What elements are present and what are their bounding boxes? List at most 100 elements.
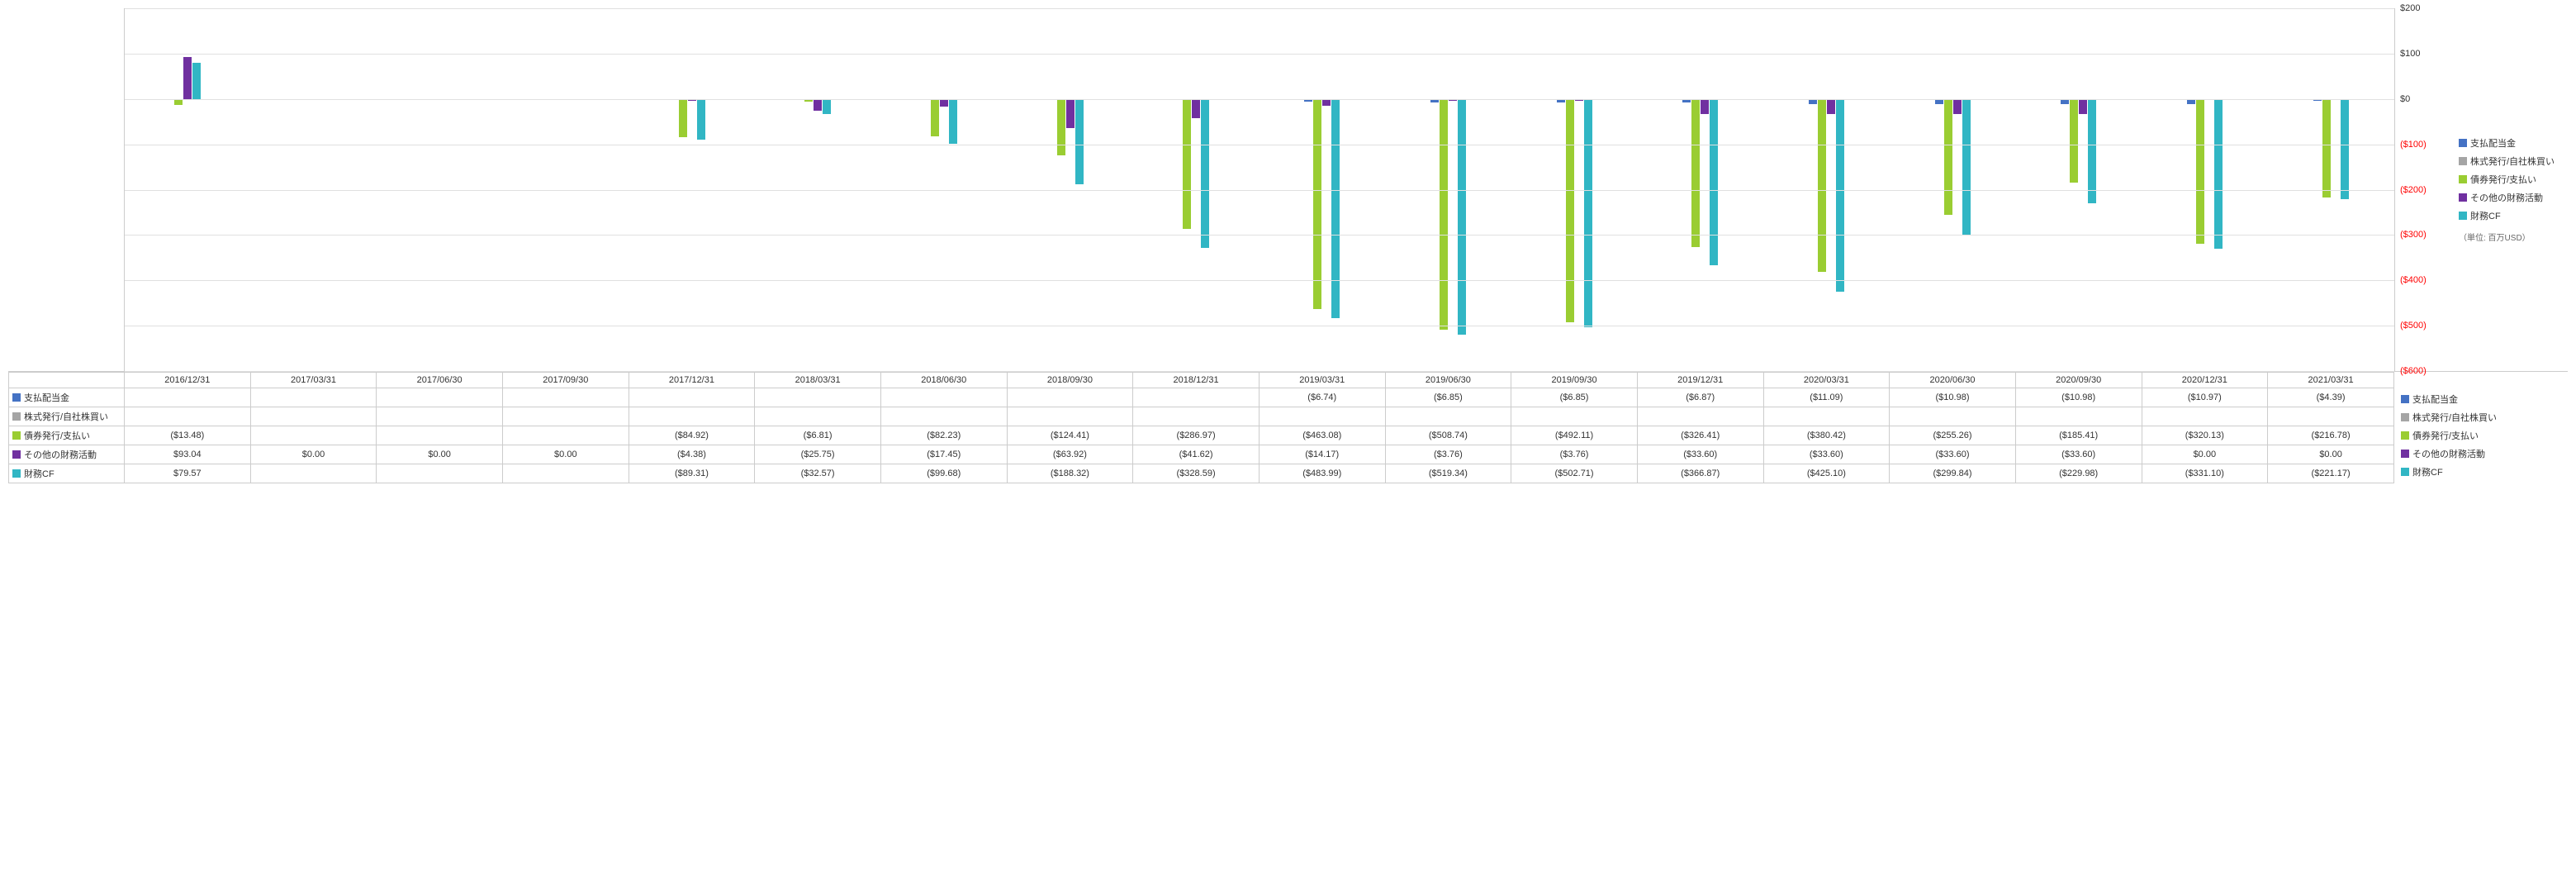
data-cell — [629, 407, 755, 426]
gridline — [125, 190, 2394, 191]
data-cell: ($502.71) — [1511, 464, 1638, 483]
data-cell — [1007, 388, 1133, 407]
data-cell: ($33.60) — [1763, 445, 1890, 464]
data-cell: ($6.85) — [1385, 388, 1511, 407]
y-tick-label: ($600) — [2400, 366, 2427, 376]
chart-container: $200$100$0($100)($200)($300)($400)($500)… — [8, 8, 2568, 483]
data-cell: ($89.31) — [629, 464, 755, 483]
data-cell: ($185.41) — [2015, 426, 2142, 445]
bar-other — [814, 99, 822, 111]
bar-debt — [1440, 99, 1448, 330]
row-swatch — [12, 431, 21, 440]
data-cell — [1007, 407, 1133, 426]
table-row: 債券発行/支払い($13.48)($84.92)($6.81)($82.23)(… — [9, 426, 2394, 445]
bar-zaimu — [1331, 99, 1340, 319]
data-cell: ($10.97) — [2142, 388, 2268, 407]
data-cell: ($13.48) — [125, 426, 251, 445]
legend-swatch — [2459, 193, 2467, 202]
row-label-cell: 財務CF — [9, 464, 125, 483]
bar-zaimu — [1584, 99, 1592, 327]
row-swatch — [12, 450, 21, 459]
data-cell — [1385, 407, 1511, 426]
data-cell — [1890, 407, 2016, 426]
legend-swatch — [2401, 395, 2409, 403]
period-header: 2020/09/30 — [2015, 373, 2142, 388]
legend-item: 財務CF — [2401, 463, 2568, 481]
legend-item: 株式発行/自社株買い — [2459, 155, 2568, 168]
bar-zaimu — [823, 99, 831, 114]
bar-zaimu — [192, 63, 201, 99]
row-swatch — [12, 393, 21, 402]
chart-left-spacer — [8, 8, 124, 371]
legend-swatch — [2459, 175, 2467, 183]
legend-item: 債券発行/支払い — [2459, 173, 2568, 186]
legend-swatch — [2459, 139, 2467, 147]
data-cell: ($124.41) — [1007, 426, 1133, 445]
bar-debt — [931, 99, 939, 136]
chart-area: $200$100$0($100)($200)($300)($400)($500)… — [8, 8, 2568, 372]
data-cell: ($82.23) — [880, 426, 1007, 445]
bar-other — [1192, 99, 1200, 118]
data-cell: ($366.87) — [1637, 464, 1763, 483]
period-header: 2021/03/31 — [2268, 373, 2394, 388]
period-header: 2018/06/30 — [880, 373, 1007, 388]
y-tick-label: $100 — [2400, 49, 2420, 59]
data-cell: $0.00 — [502, 445, 629, 464]
data-cell: ($331.10) — [2142, 464, 2268, 483]
legend-label: 債券発行/支払い — [2470, 173, 2536, 186]
row-label: 支払配当金 — [24, 391, 69, 404]
data-cell: ($10.98) — [2015, 388, 2142, 407]
data-cell — [2142, 407, 2268, 426]
data-cell: ($6.74) — [1259, 388, 1385, 407]
data-cell: ($229.98) — [2015, 464, 2142, 483]
y-tick-label: $0 — [2400, 94, 2410, 104]
period-header: 2017/12/31 — [629, 373, 755, 388]
bar-debt — [2196, 99, 2204, 245]
unit-label: （単位: 百万USD） — [2459, 231, 2568, 243]
bar-zaimu — [949, 99, 957, 145]
data-cell — [1259, 407, 1385, 426]
period-header: 2019/09/30 — [1511, 373, 1638, 388]
legend-label: 財務CF — [2470, 209, 2501, 222]
data-cell: ($6.87) — [1637, 388, 1763, 407]
data-cell: ($6.85) — [1511, 388, 1638, 407]
row-swatch — [12, 469, 21, 478]
data-cell: ($221.17) — [2268, 464, 2394, 483]
bar-debt — [2070, 99, 2078, 183]
data-cell: ($299.84) — [1890, 464, 2016, 483]
data-cell — [125, 407, 251, 426]
bar-debt — [1818, 99, 1826, 272]
row-label: 株式発行/自社株買い — [24, 410, 108, 423]
legend-item: 支払配当金 — [2459, 136, 2568, 150]
period-header: 2017/03/31 — [250, 373, 377, 388]
table-row: 支払配当金($6.74)($6.85)($6.85)($6.87)($11.09… — [9, 388, 2394, 407]
bar-debt — [1057, 99, 1065, 155]
period-header: 2020/12/31 — [2142, 373, 2268, 388]
data-cell: ($216.78) — [2268, 426, 2394, 445]
data-cell: ($492.11) — [1511, 426, 1638, 445]
period-header: 2018/12/31 — [1133, 373, 1260, 388]
legend-swatch — [2401, 413, 2409, 421]
period-header: 2018/03/31 — [755, 373, 881, 388]
bar-zaimu — [1075, 99, 1084, 184]
data-cell — [250, 464, 377, 483]
row-label: 債券発行/支払い — [24, 429, 90, 442]
legend-item: その他の財務活動 — [2459, 191, 2568, 204]
y-tick-label: ($100) — [2400, 140, 2427, 150]
data-cell — [377, 407, 503, 426]
data-cell: ($33.60) — [2015, 445, 2142, 464]
bar-other — [183, 57, 192, 99]
bar-other — [1827, 99, 1835, 114]
data-table-wrap: 2016/12/312017/03/312017/06/302017/09/30… — [8, 372, 2568, 483]
data-cell: $0.00 — [377, 445, 503, 464]
data-cell: ($6.81) — [755, 426, 881, 445]
data-cell — [250, 426, 377, 445]
row-label-cell: その他の財務活動 — [9, 445, 125, 464]
period-header: 2020/03/31 — [1763, 373, 1890, 388]
bar-zaimu — [1962, 99, 1971, 236]
period-header: 2020/06/30 — [1890, 373, 2016, 388]
data-cell — [2268, 407, 2394, 426]
data-cell — [250, 407, 377, 426]
data-cell — [755, 407, 881, 426]
bar-zaimu — [1201, 99, 1209, 248]
